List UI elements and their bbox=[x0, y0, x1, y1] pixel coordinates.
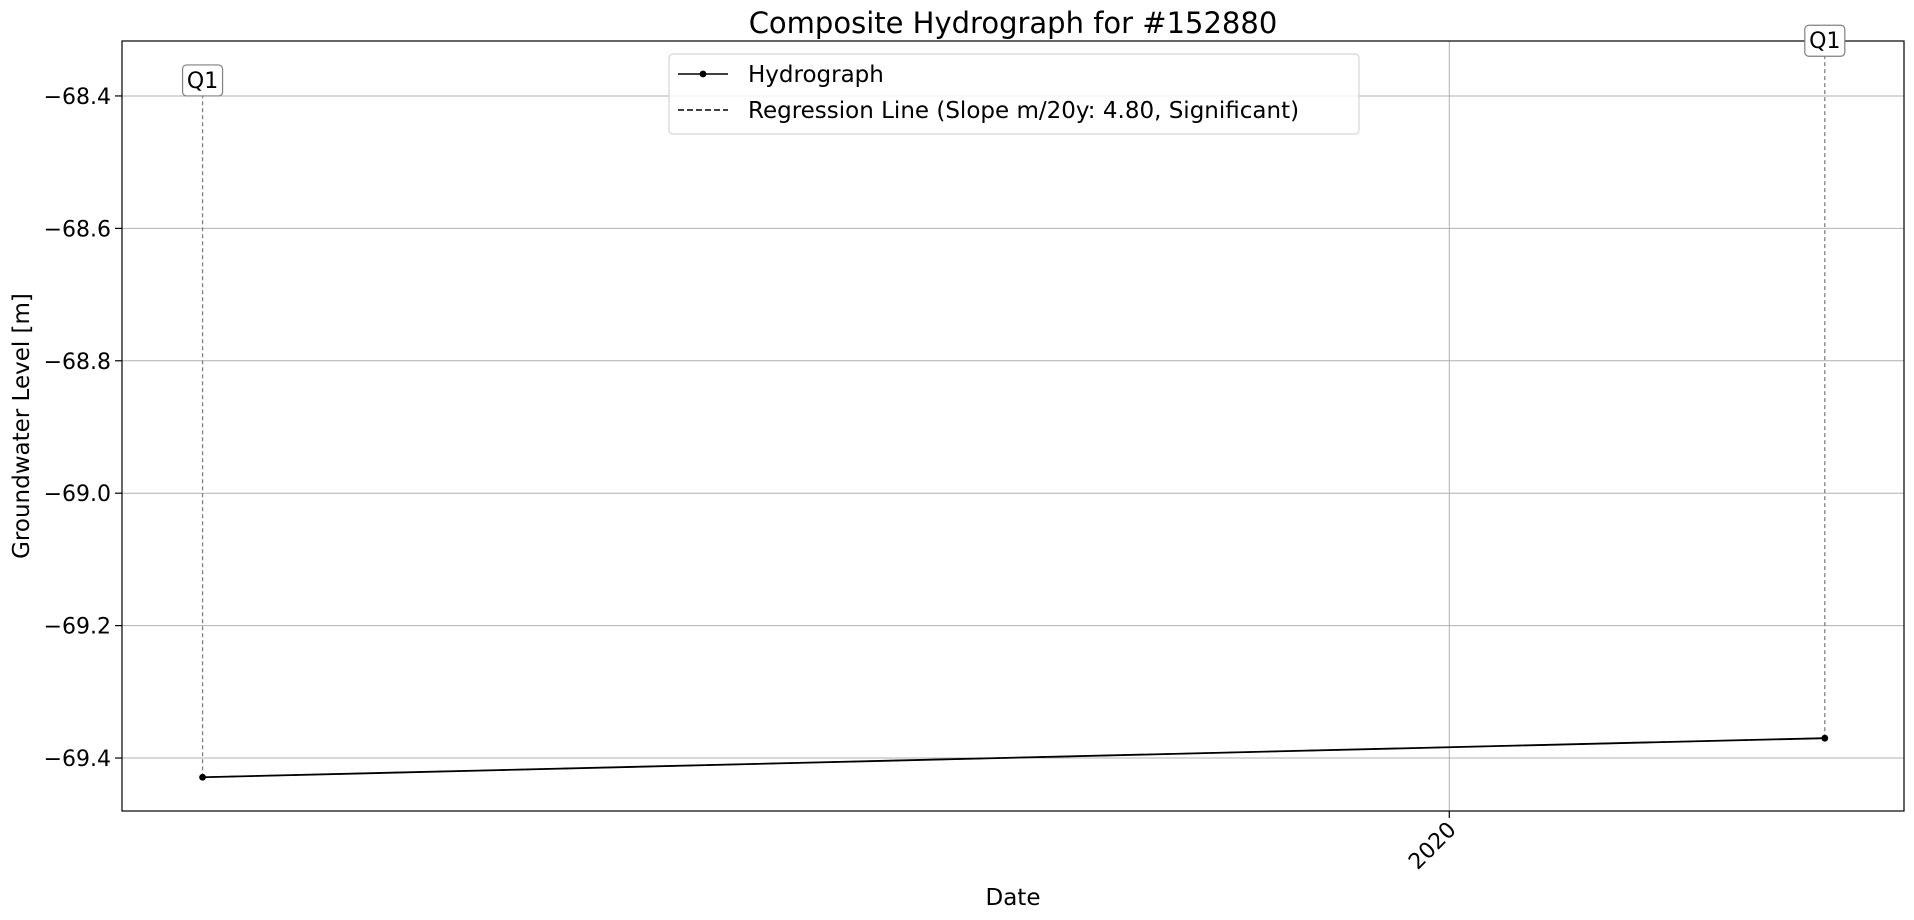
legend-hydrograph-marker bbox=[699, 70, 707, 78]
y-tick-label: −69.4 bbox=[44, 747, 111, 772]
legend: Hydrograph Regression Line (Slope m/20y:… bbox=[668, 53, 1360, 135]
annotation-label: Q1 bbox=[187, 69, 218, 94]
annotation-label-box bbox=[1804, 24, 1846, 57]
annotation-lines bbox=[201, 56, 1826, 778]
annotation-label-box bbox=[181, 64, 224, 97]
legend-box bbox=[668, 53, 1360, 135]
hydrograph-point bbox=[1821, 734, 1829, 742]
y-tick-label: −68.8 bbox=[44, 350, 111, 375]
y-tick-label: −69.2 bbox=[44, 615, 111, 640]
y-tick-label: −68.6 bbox=[44, 217, 111, 242]
regression-line bbox=[202, 737, 1825, 778]
legend-regression-label: Regression Line (Slope m/20y: 4.80, Sign… bbox=[748, 98, 1299, 124]
annotation-label: Q1 bbox=[1809, 29, 1840, 54]
y-tick-label: −69.0 bbox=[44, 482, 111, 507]
plot-frame bbox=[121, 40, 1905, 812]
y-tick-label: −68.4 bbox=[44, 85, 111, 110]
x-axis-label: Date bbox=[986, 885, 1041, 911]
chart-title: Composite Hydrograph for #152880 bbox=[749, 6, 1278, 40]
annotation-labels: Q1 Q1 bbox=[181, 24, 1846, 97]
y-axis-label: Groundwater Level [m] bbox=[9, 293, 35, 559]
series-group bbox=[199, 734, 1829, 781]
legend-hydrograph-label: Hydrograph bbox=[748, 62, 884, 88]
y-axis-ticks: −68.4 −68.6 −68.8 −69.0 −69.2 −69.4 bbox=[44, 85, 122, 772]
